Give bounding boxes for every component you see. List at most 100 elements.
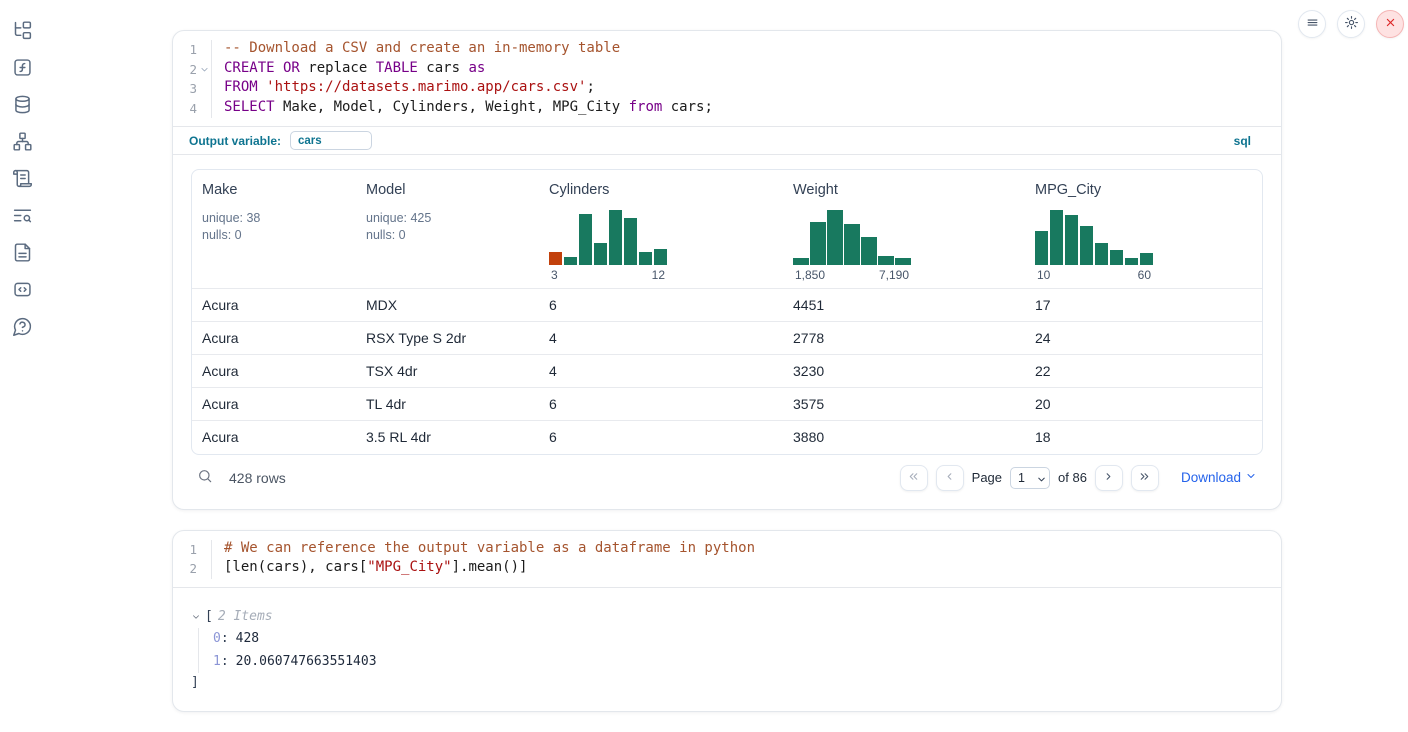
logs-list-search-icon — [12, 205, 33, 229]
hamburger-menu-icon — [1305, 15, 1320, 33]
help-question-bubble-icon — [12, 316, 33, 340]
download-button[interactable]: Download — [1181, 470, 1257, 485]
histogram-max-label: 60 — [1137, 268, 1151, 282]
page-total-label: of 86 — [1058, 470, 1087, 485]
table-search-button[interactable] — [197, 468, 213, 487]
table-cell: 20 — [1025, 387, 1262, 421]
window-controls — [1298, 10, 1404, 38]
last-page-button[interactable] — [1130, 464, 1159, 491]
notebook-menu-button[interactable] — [1298, 10, 1326, 38]
scratchpad-scroll-icon — [12, 168, 33, 192]
fold-chevron-icon[interactable] — [197, 65, 211, 74]
column-histogram: 3 12 — [549, 210, 667, 282]
column-header-make[interactable]: Make unique: 38 nulls: 0 — [192, 170, 356, 289]
code-line[interactable]: CREATE OR replace TABLE cars as — [224, 59, 486, 76]
histogram-bar — [638, 252, 653, 265]
code-line[interactable]: FROM 'https://datasets.marimo.app/cars.c… — [224, 79, 595, 95]
histogram-max-label: 12 — [651, 268, 665, 282]
histogram-bar — [563, 257, 578, 265]
column-histogram: 1,850 7,190 — [793, 210, 912, 282]
table-cell: 6 — [539, 387, 783, 421]
output-variable-input[interactable] — [290, 131, 373, 150]
table-footer: 428 rows Page 1 of 86 — [191, 463, 1263, 493]
data-table-card: Make unique: 38 nulls: 0 Model unique: 425 nu… — [191, 169, 1263, 455]
histogram-bar — [895, 258, 912, 265]
table-cell: Acura — [192, 420, 356, 454]
column-label: MPG_City — [1035, 182, 1102, 198]
table-cell: 22 — [1025, 354, 1262, 388]
sidebar-item-variables[interactable] — [10, 57, 34, 81]
chevron-left-icon — [943, 470, 956, 486]
histogram-bar — [1094, 243, 1109, 265]
table-cell: 6 — [539, 420, 783, 454]
table-cell: 4 — [539, 354, 783, 388]
table-cell: 3.5 RL 4dr — [356, 420, 539, 454]
line-number: 2 — [189, 561, 197, 577]
histogram-bar — [1109, 250, 1124, 265]
histogram-bar — [878, 256, 894, 265]
histogram-max-label: 7,190 — [878, 268, 909, 282]
histogram-bar — [1139, 253, 1153, 265]
sidebar-item-data-sources[interactable] — [10, 94, 34, 118]
table-cell: MDX — [356, 288, 539, 322]
table-cell: 4 — [539, 321, 783, 355]
code-line[interactable]: SELECT Make, Model, Cylinders, Weight, M… — [224, 98, 713, 115]
column-label: Weight — [793, 182, 838, 198]
table-row: Acura 3.5 RL 4dr 6 3880 18 — [192, 420, 1262, 454]
search-icon — [197, 468, 213, 487]
column-label: Make — [202, 182, 238, 198]
histogram-bar — [827, 210, 843, 265]
sidebar — [0, 0, 44, 729]
settings-button[interactable] — [1337, 10, 1365, 38]
histogram-bar — [549, 252, 563, 265]
table-cell: Acura — [192, 288, 356, 322]
line-number-gutter: 1 2 3 4 — [173, 40, 212, 118]
table-cell: 3880 — [783, 420, 1025, 454]
code-lines: -- Download a CSV and create an in-memor… — [212, 40, 713, 118]
histogram-bar — [1124, 258, 1139, 265]
output-variable-bar: Output variable: sql — [173, 126, 1281, 154]
histogram-min-label: 1,850 — [795, 268, 826, 282]
shutdown-x-icon — [1383, 15, 1398, 33]
shutdown-button[interactable] — [1376, 10, 1404, 38]
table-row: Acura TSX 4dr 4 3230 22 — [192, 354, 1262, 388]
python-cell-output: [ 2 Items 0:428 1:20.060747663551403 ] — [173, 586, 1281, 711]
table-row: Acura TL 4dr 6 3575 20 — [192, 387, 1262, 421]
histogram-bar — [1049, 210, 1064, 265]
chevrons-left-icon — [907, 470, 920, 486]
column-summary-stats: unique: 425 nulls: 0 — [366, 211, 432, 242]
sidebar-item-logs[interactable] — [10, 205, 34, 229]
gear-icon — [1344, 15, 1359, 33]
column-header-mpg_city[interactable]: MPG_City 10 60 — [1025, 170, 1262, 289]
histogram-bar — [1064, 215, 1079, 265]
code-line[interactable]: -- Download a CSV and create an in-memor… — [224, 40, 621, 56]
code-line[interactable]: [len(cars), cars["MPG_City"].mean()] — [224, 559, 528, 575]
tree-collapse-chevron-icon[interactable] — [191, 612, 205, 622]
sidebar-item-scratchpad[interactable] — [10, 168, 34, 192]
sidebar-item-dependency-graph[interactable] — [10, 131, 34, 155]
table-cell: 24 — [1025, 321, 1262, 355]
next-page-button[interactable] — [1094, 464, 1123, 491]
table-cell: Acura — [192, 387, 356, 421]
documentation-file-icon — [12, 242, 33, 266]
prev-page-button[interactable] — [935, 464, 964, 491]
histogram-bar — [844, 224, 860, 265]
column-header-cylinders[interactable]: Cylinders 3 12 — [539, 170, 783, 289]
column-header-weight[interactable]: Weight 1,850 7,190 — [783, 170, 1025, 289]
table-cell: 17 — [1025, 288, 1262, 322]
sidebar-item-snippets[interactable] — [10, 279, 34, 303]
page-select[interactable]: 1 — [1010, 466, 1051, 489]
table-cell: 4451 — [783, 288, 1025, 322]
first-page-button[interactable] — [899, 464, 928, 491]
sidebar-item-documentation[interactable] — [10, 242, 34, 266]
sidebar-item-help[interactable] — [10, 316, 34, 340]
column-header-model[interactable]: Model unique: 425 nulls: 0 — [356, 170, 539, 289]
code-line[interactable]: # We can reference the output variable a… — [224, 539, 756, 556]
sidebar-item-file-explorer[interactable] — [10, 20, 34, 44]
table-cell: Acura — [192, 354, 356, 388]
tree-item-value: 20.060747663551403 — [235, 653, 377, 669]
column-label: Model — [366, 182, 406, 198]
sql-code-editor[interactable]: 1 2 3 4 -- Download a CSV and create an in-… — [173, 31, 1281, 126]
